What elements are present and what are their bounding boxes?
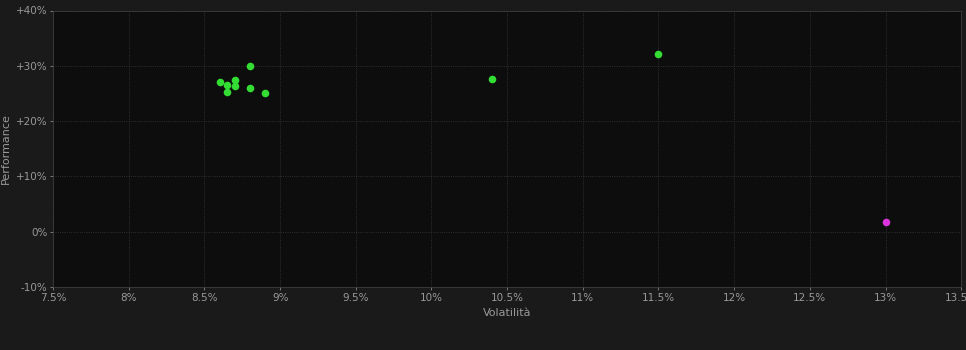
Point (212, 79, 227, 85)
X-axis label: Volatilità: Volatilità (483, 308, 531, 318)
Point (219, 82, 235, 88)
Point (242, 63, 258, 69)
Point (651, 51, 667, 56)
Point (242, 85, 258, 91)
Point (227, 83, 242, 89)
Point (257, 91, 272, 96)
Y-axis label: Performance: Performance (0, 113, 11, 184)
Point (878, 219, 894, 225)
Point (219, 90, 235, 95)
Point (227, 77, 242, 83)
Point (484, 76, 499, 81)
